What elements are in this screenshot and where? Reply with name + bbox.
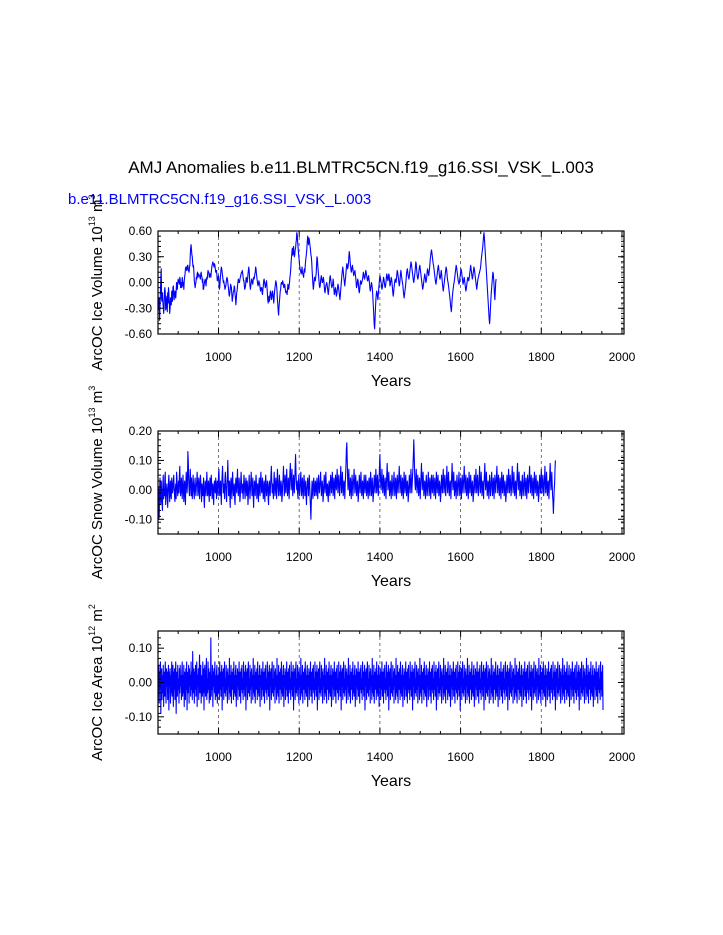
series-line-ice-area (157, 637, 604, 714)
y-axis-label-exponent: 12 (87, 626, 97, 636)
y-tick-label: 0.10 (129, 641, 153, 655)
y-tick-label: -0.10 (125, 710, 153, 724)
y-tick-label: -0.10 (125, 512, 153, 526)
x-tick-label: 1600 (447, 350, 474, 364)
panels: 1000 1200 1400 1600 1800 2000 -0.60 -0.30 0.00 0.… (87, 195, 636, 790)
y-axis-label-unit: m (89, 391, 106, 408)
y-axis-label-unit-exponent: 2 (87, 604, 97, 609)
y-axis-label-unit: m (89, 609, 106, 626)
y-axis-label-main: ArcOC Ice Volume 10 (89, 226, 106, 370)
subtitle: b.e11.BLMTRC5CN.f19_g16.SSI_VSK_L.003 (68, 191, 371, 208)
x-tick-label: 1000 (205, 550, 232, 564)
y-axis-label-main: ArcOC Snow Volume 10 (89, 417, 106, 579)
series-line-ice-volume (157, 232, 497, 330)
x-tick-label: 1600 (447, 750, 474, 764)
y-tick-label: -0.30 (125, 301, 153, 315)
x-tick-label: 1000 (205, 750, 232, 764)
y-axis-label-exponent: 13 (87, 216, 97, 226)
y-tick-label: 0.30 (129, 250, 153, 264)
x-tick-label: 1200 (286, 550, 313, 564)
y-tick-label: 0.00 (129, 676, 153, 690)
x-tick-label: 1200 (286, 350, 313, 364)
y-axis-label: ArcOC Ice Volume 1013 m3 (87, 195, 106, 371)
panel-snow-volume: 1000 1200 1400 1600 1800 2000 -0.10 0.00 0.10 0.2… (87, 386, 636, 590)
y-axis-label-unit-exponent: 3 (87, 195, 97, 200)
y-tick-label: -0.60 (125, 327, 153, 341)
x-tick-label: 1400 (367, 750, 394, 764)
plot-frame (157, 430, 625, 535)
y-axis-label-exponent: 13 (87, 407, 97, 417)
x-tick-label: 2000 (609, 350, 636, 364)
y-tick-label: 0.10 (129, 453, 153, 467)
x-tick-label: 1400 (367, 350, 394, 364)
x-axis-label: Years (371, 373, 411, 390)
y-axis-label-unit: m (89, 200, 106, 217)
y-axis-label-unit-exponent: 3 (87, 386, 97, 391)
x-tick-label: 1800 (528, 550, 555, 564)
x-tick-label: 1800 (528, 350, 555, 364)
x-tick-label: 1600 (447, 550, 474, 564)
main-title: AMJ Anomalies b.e11.BLMTRC5CN.f19_g16.SS… (128, 158, 594, 177)
x-axis-label: Years (371, 573, 411, 590)
panel-ice-volume: 1000 1200 1400 1600 1800 2000 -0.60 -0.30 0.00 0.… (87, 195, 636, 390)
panel-ice-area: 1000 1200 1400 1600 1800 2000 -0.10 0.00 0.10 Yea… (87, 604, 636, 790)
y-tick-label: 0.00 (129, 483, 153, 497)
y-tick-label: 0.00 (129, 276, 153, 290)
x-tick-label: 2000 (609, 750, 636, 764)
x-tick-label: 1200 (286, 750, 313, 764)
x-tick-label: 1000 (205, 350, 232, 364)
series-line-snow-volume (157, 439, 556, 520)
y-axis-label-main: ArcOC Ice Area 10 (89, 636, 106, 761)
x-tick-label: 1800 (528, 750, 555, 764)
x-tick-label: 1400 (367, 550, 394, 564)
x-axis-label: Years (371, 773, 411, 790)
y-tick-label: 0.20 (129, 424, 153, 438)
y-tick-label: 0.60 (129, 224, 153, 238)
y-axis-label: ArcOC Snow Volume 1013 m3 (87, 386, 106, 579)
x-tick-label: 2000 (609, 550, 636, 564)
y-axis-label: ArcOC Ice Area 1012 m2 (87, 604, 106, 761)
